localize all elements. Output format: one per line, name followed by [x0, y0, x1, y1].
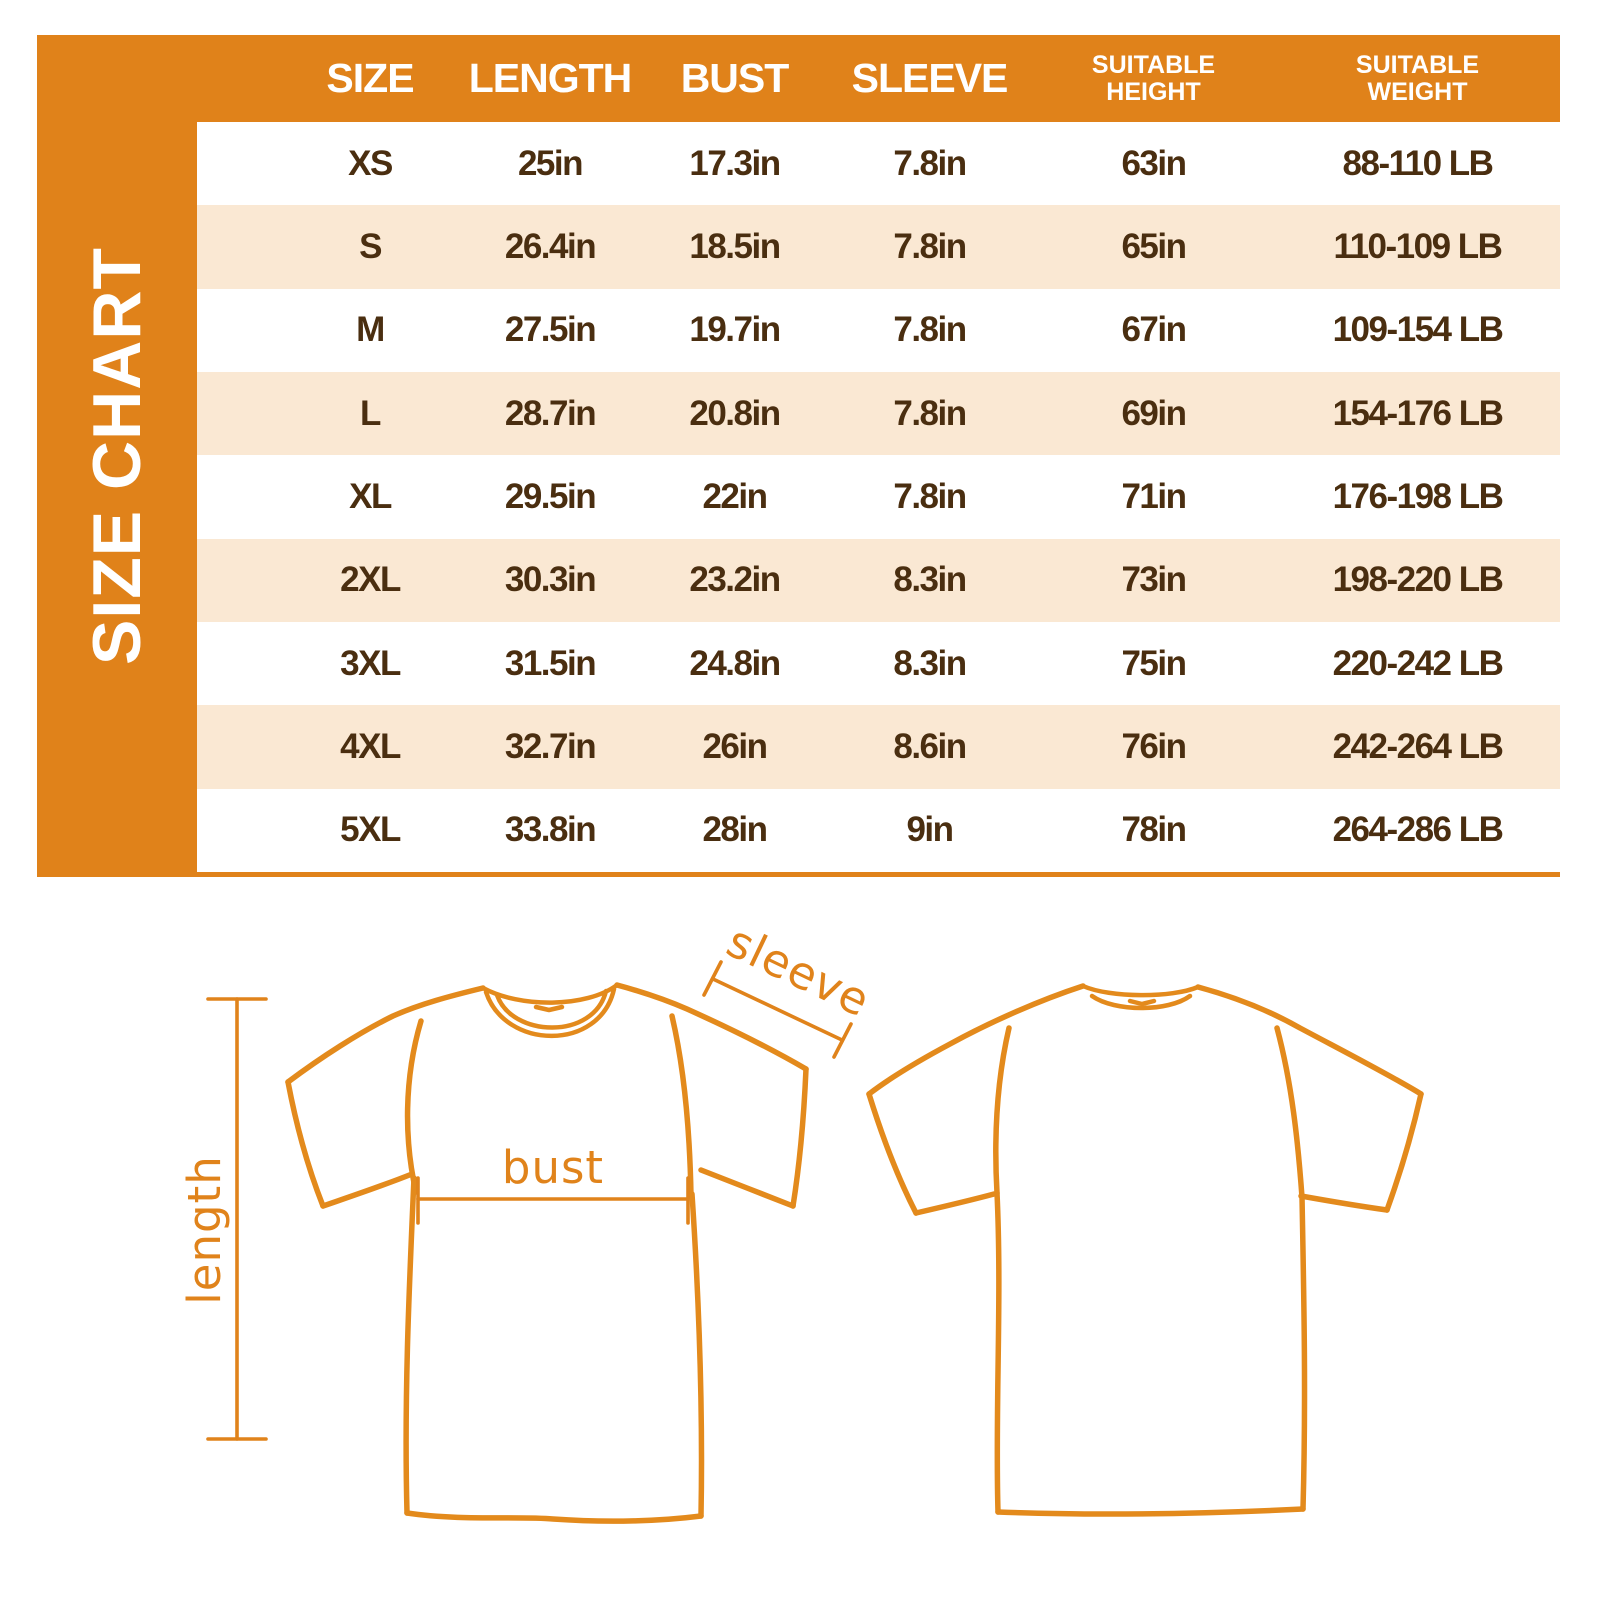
- cell-bust: 19.7in: [689, 310, 781, 350]
- bust-measure-line: bust: [416, 1141, 690, 1225]
- cell-bust: 18.5in: [689, 226, 781, 266]
- cell-size: XL: [349, 476, 392, 516]
- cell-height: 63in: [1121, 143, 1187, 183]
- cell-sleeve: 7.8in: [893, 310, 967, 350]
- cell-size: 4XL: [340, 726, 401, 766]
- table-row-xl: XL 29.5in 22in 7.8in 71in 176-198 LB: [197, 455, 1560, 539]
- cell-sleeve: 9in: [906, 810, 954, 850]
- table-row-m: M 27.5in 19.7in 7.8in 67in 109-154 LB: [197, 288, 1560, 372]
- cell-size: 5XL: [340, 810, 401, 850]
- cell-sleeve: 8.6in: [893, 726, 967, 766]
- cell-sleeve: 7.8in: [893, 143, 967, 183]
- cell-bust: 23.2in: [689, 560, 781, 600]
- table-row-2xl: 2XL 30.3in 23.2in 8.3in 73in 198-220 LB: [197, 538, 1560, 622]
- cell-weight: 220-242 LB: [1332, 643, 1504, 683]
- cell-weight: 88-110 LB: [1342, 143, 1494, 183]
- cell-bust: 20.8in: [689, 393, 781, 433]
- cell-bust: 17.3in: [689, 143, 781, 183]
- cell-size: XS: [348, 143, 393, 183]
- cell-weight: 242-264 LB: [1332, 726, 1504, 766]
- cell-size: L: [360, 393, 381, 433]
- page-title: SIZE CHART: [79, 247, 155, 665]
- cell-length: 27.5in: [504, 310, 597, 350]
- cell-size: M: [356, 310, 385, 350]
- cell-sleeve: 7.8in: [893, 476, 967, 516]
- table-row-xs: XS 25in 17.3in 7.8in 63in 88-110 LB: [197, 122, 1560, 206]
- cell-bust: 22in: [702, 476, 768, 516]
- table-header-row: SIZE LENGTH BUST SLEEVE SUITABLE HEIGHT …: [197, 35, 1560, 122]
- tshirt-front-outline: [285, 982, 809, 1524]
- cell-height: 69in: [1121, 393, 1187, 433]
- table-row-3xl: 3XL 31.5in 24.8in 8.3in 75in 220-242 LB: [197, 621, 1560, 706]
- cell-height: 65in: [1121, 226, 1187, 266]
- table-row-l: L 28.7in 20.8in 7.8in 69in 154-176 LB: [197, 371, 1560, 456]
- cell-sleeve: 8.3in: [893, 560, 967, 600]
- cell-height: 71in: [1121, 476, 1187, 516]
- table-side-banner: SIZE CHART: [37, 35, 197, 877]
- cell-height: 73in: [1121, 560, 1187, 600]
- cell-height: 78in: [1121, 810, 1187, 850]
- tshirt-measurement-diagram: length bust sleeve: [178, 930, 1424, 1524]
- sleeve-label: sleeve: [719, 930, 879, 1028]
- length-label: length: [178, 1155, 231, 1304]
- cell-length: 30.3in: [504, 560, 597, 600]
- table-body: XS 25in 17.3in 7.8in 63in 88-110 LB S 26…: [197, 122, 1560, 872]
- cell-height: 67in: [1121, 310, 1187, 350]
- col-header-suitable-height: SUITABLE HEIGHT: [1091, 50, 1216, 106]
- cell-weight: 264-286 LB: [1332, 810, 1504, 850]
- cell-size: S: [359, 226, 382, 266]
- size-chart-table: SIZE CHART SIZE LENGTH BUST SLEEVE SUITA…: [37, 35, 1560, 877]
- cell-length: 25in: [517, 143, 584, 183]
- cell-length: 28.7in: [504, 393, 597, 433]
- cell-size: 3XL: [340, 643, 401, 683]
- cell-length: 26.4in: [504, 226, 597, 266]
- cell-sleeve: 7.8in: [893, 393, 967, 433]
- cell-length: 32.7in: [504, 726, 597, 766]
- col-header-bust: BUST: [680, 55, 790, 101]
- cell-length: 29.5in: [504, 476, 597, 516]
- cell-height: 75in: [1121, 643, 1187, 683]
- cell-weight: 198-220 LB: [1332, 560, 1504, 600]
- bust-label: bust: [502, 1141, 604, 1194]
- cell-weight: 176-198 LB: [1332, 476, 1504, 516]
- cell-weight: 110-109 LB: [1333, 226, 1503, 266]
- col-header-size: SIZE: [326, 55, 414, 101]
- col-header-sleeve: SLEEVE: [851, 55, 1009, 101]
- cell-sleeve: 8.3in: [893, 643, 967, 683]
- cell-bust: 28in: [702, 810, 768, 850]
- sleeve-measure-line: sleeve: [702, 930, 879, 1059]
- cell-weight: 109-154 LB: [1332, 310, 1504, 350]
- table-main: SIZE LENGTH BUST SLEEVE SUITABLE HEIGHT …: [197, 35, 1560, 877]
- cell-bust: 26in: [702, 726, 768, 766]
- cell-size: 2XL: [340, 560, 401, 600]
- cell-bust: 24.8in: [689, 643, 781, 683]
- table-row-5xl: 5XL 33.8in 28in 9in 78in 264-286 LB: [197, 788, 1560, 872]
- cell-length: 33.8in: [504, 810, 597, 850]
- tshirt-back-outline: [866, 983, 1424, 1517]
- col-header-length: LENGTH: [468, 55, 633, 101]
- cell-length: 31.5in: [504, 643, 597, 683]
- table-row-s: S 26.4in 18.5in 7.8in 65in 110-109 LB: [197, 205, 1560, 289]
- cell-height: 76in: [1121, 726, 1187, 766]
- table-row-4xl: 4XL 32.7in 26in 8.6in 76in 242-264 LB: [197, 705, 1560, 789]
- length-measure-line: length: [178, 997, 268, 1441]
- cell-sleeve: 7.8in: [893, 226, 967, 266]
- cell-weight: 154-176 LB: [1332, 393, 1504, 433]
- col-header-suitable-weight: SUITABLE WEIGHT: [1355, 50, 1480, 106]
